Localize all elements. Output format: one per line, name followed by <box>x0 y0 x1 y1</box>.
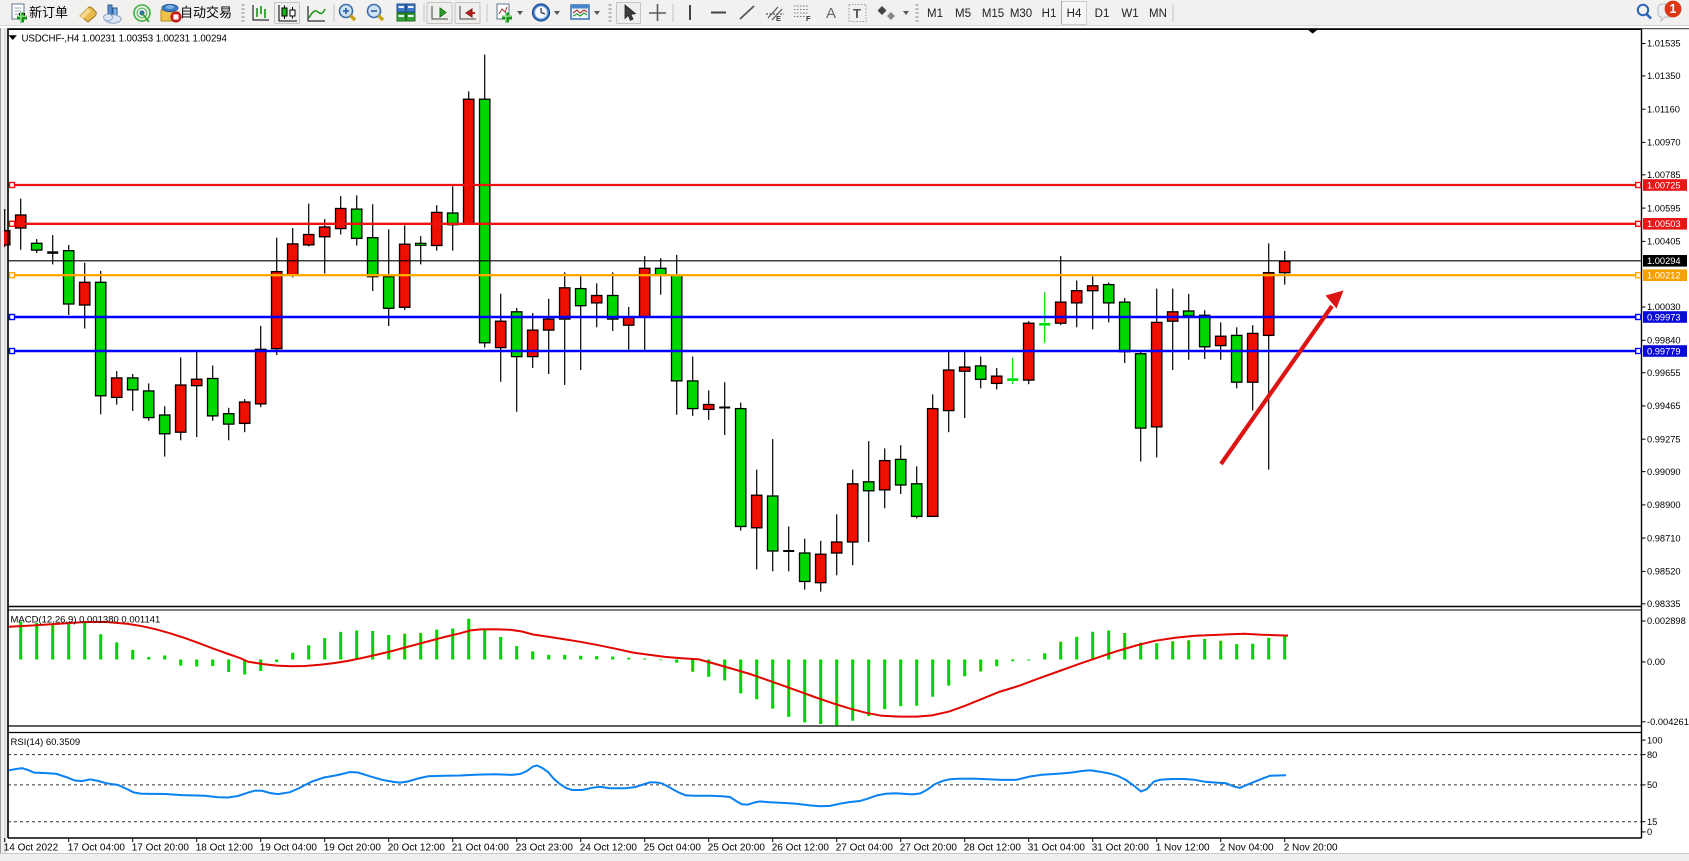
svg-text:1 Nov 12:00: 1 Nov 12:00 <box>1156 843 1210 854</box>
svg-text:0.99779: 0.99779 <box>1647 346 1681 356</box>
svg-text:2 Nov 20:00: 2 Nov 20:00 <box>1284 843 1338 854</box>
svg-text:20 Oct 12:00: 20 Oct 12:00 <box>388 843 446 854</box>
svg-text:0: 0 <box>1647 827 1652 837</box>
svg-text:1.00030: 1.00030 <box>1647 302 1681 312</box>
svg-text:0.99973: 0.99973 <box>1647 312 1681 322</box>
svg-text:1.00970: 1.00970 <box>1647 138 1681 148</box>
svg-text:31 Oct 04:00: 31 Oct 04:00 <box>1028 843 1086 854</box>
svg-text:27 Oct 20:00: 27 Oct 20:00 <box>900 843 958 854</box>
svg-text:A: A <box>826 5 836 22</box>
svg-text:0.98900: 0.98900 <box>1647 500 1681 510</box>
svg-text:1.00785: 1.00785 <box>1647 170 1681 180</box>
svg-text:18 Oct 12:00: 18 Oct 12:00 <box>196 843 254 854</box>
svg-text:T: T <box>853 6 861 21</box>
svg-text:F: F <box>806 14 811 23</box>
svg-text:1.00725: 1.00725 <box>1647 180 1681 190</box>
svg-text:50: 50 <box>1647 780 1657 790</box>
svg-text:0.99465: 0.99465 <box>1647 401 1681 411</box>
svg-text:自动交易: 自动交易 <box>180 5 232 20</box>
svg-text:MN: MN <box>1149 8 1167 20</box>
svg-text:0.99840: 0.99840 <box>1647 336 1681 346</box>
svg-text:15: 15 <box>1647 817 1657 827</box>
svg-text:1.00595: 1.00595 <box>1647 203 1681 213</box>
svg-text:1.00294: 1.00294 <box>1647 256 1681 266</box>
svg-text:M15: M15 <box>982 8 1004 20</box>
svg-text:0.98710: 0.98710 <box>1647 533 1681 543</box>
svg-text:1.01350: 1.01350 <box>1647 71 1681 81</box>
svg-text:14 Oct 2022: 14 Oct 2022 <box>4 843 59 854</box>
svg-text:2 Nov 04:00: 2 Nov 04:00 <box>1220 843 1274 854</box>
svg-text:USDCHF-,H4 1.00231 1.00353 1.: USDCHF-,H4 1.00231 1.00353 1.00231 1.002… <box>22 34 228 45</box>
svg-text:RSI(14) 60.3509: RSI(14) 60.3509 <box>11 737 81 748</box>
svg-text:17 Oct 04:00: 17 Oct 04:00 <box>68 843 126 854</box>
svg-text:19 Oct 04:00: 19 Oct 04:00 <box>260 843 318 854</box>
svg-text:M5: M5 <box>955 8 971 20</box>
svg-text:1.01160: 1.01160 <box>1647 104 1680 114</box>
svg-text:W1: W1 <box>1121 8 1138 20</box>
svg-text:E: E <box>776 14 781 23</box>
svg-text:21 Oct 04:00: 21 Oct 04:00 <box>452 843 510 854</box>
svg-text:80: 80 <box>1647 750 1657 760</box>
svg-text:24 Oct 12:00: 24 Oct 12:00 <box>580 843 638 854</box>
svg-text:25 Oct 20:00: 25 Oct 20:00 <box>708 843 766 854</box>
svg-text:MACD(12,26,9) 0.001380 0.00114: MACD(12,26,9) 0.001380 0.001141 <box>11 615 161 626</box>
svg-text:M1: M1 <box>927 8 943 20</box>
svg-text:0.99655: 0.99655 <box>1647 368 1681 378</box>
svg-text:31 Oct 20:00: 31 Oct 20:00 <box>1092 843 1150 854</box>
svg-text:H1: H1 <box>1042 8 1057 20</box>
svg-text:M30: M30 <box>1010 8 1032 20</box>
svg-text:新订单: 新订单 <box>29 5 68 20</box>
svg-text:1.00503: 1.00503 <box>1647 219 1681 229</box>
svg-text:H4: H4 <box>1067 8 1082 20</box>
svg-text:-0.004261: -0.004261 <box>1647 717 1689 727</box>
svg-text:0.00: 0.00 <box>1647 657 1665 667</box>
svg-text:100: 100 <box>1647 735 1663 745</box>
svg-text:0.99090: 0.99090 <box>1647 467 1681 477</box>
svg-text:1.00212: 1.00212 <box>1647 271 1681 281</box>
svg-text:1.00405: 1.00405 <box>1647 237 1681 247</box>
svg-text:0.99275: 0.99275 <box>1647 434 1681 444</box>
svg-text:0.98520: 0.98520 <box>1647 567 1681 577</box>
svg-text:17 Oct 20:00: 17 Oct 20:00 <box>132 843 190 854</box>
svg-text:25 Oct 04:00: 25 Oct 04:00 <box>644 843 702 854</box>
svg-text:1: 1 <box>1670 2 1677 16</box>
svg-text:0.98335: 0.98335 <box>1647 599 1681 609</box>
svg-text:19 Oct 20:00: 19 Oct 20:00 <box>324 843 382 854</box>
svg-text:28 Oct 12:00: 28 Oct 12:00 <box>964 843 1022 854</box>
svg-text:27 Oct 04:00: 27 Oct 04:00 <box>836 843 894 854</box>
svg-text:1.01535: 1.01535 <box>1647 39 1681 49</box>
svg-text:D1: D1 <box>1095 8 1110 20</box>
svg-text:26 Oct 12:00: 26 Oct 12:00 <box>772 843 830 854</box>
svg-text:23 Oct 23:00: 23 Oct 23:00 <box>516 843 574 854</box>
svg-text:0.002898: 0.002898 <box>1647 616 1686 626</box>
